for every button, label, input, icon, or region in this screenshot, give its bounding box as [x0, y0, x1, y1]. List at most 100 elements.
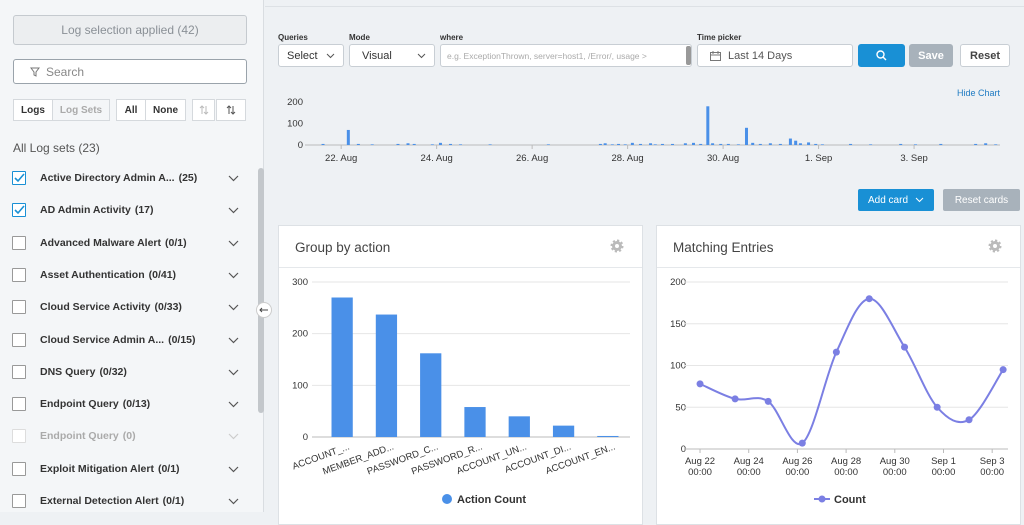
checkbox[interactable] — [12, 429, 26, 444]
chevron[interactable] — [228, 175, 239, 182]
save-button[interactable]: Save — [909, 44, 953, 67]
bar — [699, 143, 703, 145]
point — [696, 380, 704, 388]
bar — [974, 143, 978, 145]
logsets-heading: All Log sets (23) — [13, 141, 100, 155]
checkbox[interactable] — [12, 461, 26, 476]
x-tick-label: Sep 1 — [931, 456, 956, 467]
queries-value: Select — [287, 49, 318, 62]
tab-log-sets[interactable]: Log Sets — [52, 99, 110, 121]
legend-label: Action Count — [457, 494, 526, 506]
time-picker[interactable]: Last 14 Days — [697, 44, 853, 67]
checkbox[interactable] — [12, 397, 26, 412]
bar — [464, 407, 486, 437]
tab-logs[interactable]: Logs — [13, 99, 53, 121]
x-tick-label: Sep 3 — [980, 456, 1005, 467]
logset-name: Endpoint Query — [40, 430, 119, 443]
checkbox[interactable] — [12, 267, 26, 282]
x-tick-label: Aug 30 — [880, 456, 910, 467]
sort-desc[interactable] — [216, 99, 246, 121]
chevron[interactable] — [228, 337, 239, 344]
bar — [778, 143, 782, 145]
bar — [488, 144, 492, 145]
logset-item[interactable]: Cloud Service Activity (0/33) — [12, 298, 252, 316]
y-tick-label: 0 — [681, 444, 686, 455]
search-box[interactable]: Search — [13, 59, 247, 84]
tab-none[interactable]: None — [145, 99, 186, 121]
top-border — [265, 6, 1024, 7]
bar — [768, 143, 772, 145]
bar — [610, 144, 614, 145]
checkbox[interactable] — [12, 332, 26, 347]
add-card-text: Add card — [867, 194, 909, 206]
checkbox[interactable] — [12, 203, 26, 218]
scrollbar[interactable] — [258, 168, 264, 413]
bar — [546, 144, 550, 145]
point — [965, 416, 973, 424]
x-tick-label: 00:00 — [737, 467, 761, 478]
sort-asc[interactable] — [192, 99, 215, 121]
mode-select[interactable]: Visual — [349, 44, 435, 67]
reset-button[interactable]: Reset — [960, 44, 1010, 67]
sort-icon — [199, 105, 208, 115]
checkbox[interactable] — [12, 235, 26, 250]
filter-icon — [30, 67, 40, 77]
y-tick-label: 200 — [287, 97, 303, 108]
bar — [438, 142, 442, 145]
x-tick-label: 22. Aug — [325, 153, 357, 164]
logset-item[interactable]: Active Directory Admin A... (25) — [12, 169, 252, 187]
chevron[interactable] — [228, 466, 239, 473]
logset-item[interactable]: Asset Authentication (0/41) — [12, 266, 252, 284]
checkbox[interactable] — [12, 364, 26, 379]
chevron[interactable] — [228, 304, 239, 311]
chevron[interactable] — [228, 272, 239, 279]
check-mark — [14, 173, 25, 183]
bar — [726, 143, 730, 145]
logset-item[interactable]: DNS Query (0/32) — [12, 363, 252, 381]
logset-item[interactable]: Endpoint Query (0/13) — [12, 395, 252, 413]
bar — [913, 144, 917, 145]
where-input[interactable]: e.g. ExceptionThrown, server=host1, /Err… — [440, 44, 692, 67]
chevron[interactable] — [228, 433, 239, 440]
logset-count: (0/1) — [157, 462, 180, 475]
bar — [751, 142, 755, 145]
logset-item[interactable]: AD Admin Activity (17) — [12, 201, 252, 219]
card: Matching Entries — [656, 225, 1021, 525]
bar — [448, 143, 452, 145]
checkbox[interactable] — [12, 300, 26, 315]
chevron[interactable] — [228, 498, 239, 505]
x-tick-label: 26. Aug — [516, 153, 548, 164]
time-value: Last 14 Days — [728, 49, 793, 62]
checkbox[interactable] — [12, 171, 26, 185]
chevron[interactable] — [228, 401, 239, 408]
logset-item[interactable]: Endpoint Query (0) — [12, 427, 252, 445]
add-card-button[interactable]: Add card — [858, 189, 934, 211]
logset-count: (0/33) — [154, 301, 182, 314]
chevron[interactable] — [228, 207, 239, 214]
logset-item[interactable]: Advanced Malware Alert (0/1) — [12, 234, 252, 252]
card-title: Matching Entries — [657, 226, 1020, 268]
y-tick-label: 0 — [298, 140, 303, 151]
chevron[interactable] — [228, 369, 239, 376]
logset-item[interactable]: Cloud Service Admin A... (0/15) — [12, 331, 252, 349]
collapse-handle[interactable] — [256, 302, 272, 318]
bar — [939, 143, 943, 145]
bar — [788, 138, 792, 145]
search-button[interactable] — [858, 44, 905, 67]
y-tick-label: 300 — [292, 277, 308, 288]
page: Log selection applied (42) Search Logs L… — [12, 0, 1024, 525]
logset-item[interactable]: Exploit Mitigation Alert (0/1) — [12, 460, 252, 478]
selection-button[interactable]: Log selection applied (42) — [13, 15, 247, 45]
checkbox[interactable] — [12, 494, 26, 508]
logset-name: AD Admin Activity — [40, 204, 131, 217]
y-tick-label: 100 — [670, 361, 686, 372]
bar — [346, 129, 350, 145]
bar — [869, 144, 873, 145]
chevron[interactable] — [228, 240, 239, 247]
logset-item[interactable]: External Detection Alert (0/1) — [12, 492, 252, 510]
hide-chart-link[interactable]: Hide Chart — [957, 88, 1001, 98]
queries-select[interactable]: Select — [278, 44, 344, 67]
input-scroll — [686, 46, 691, 65]
reset-cards-button[interactable]: Reset cards — [943, 189, 1020, 211]
point — [999, 366, 1007, 374]
